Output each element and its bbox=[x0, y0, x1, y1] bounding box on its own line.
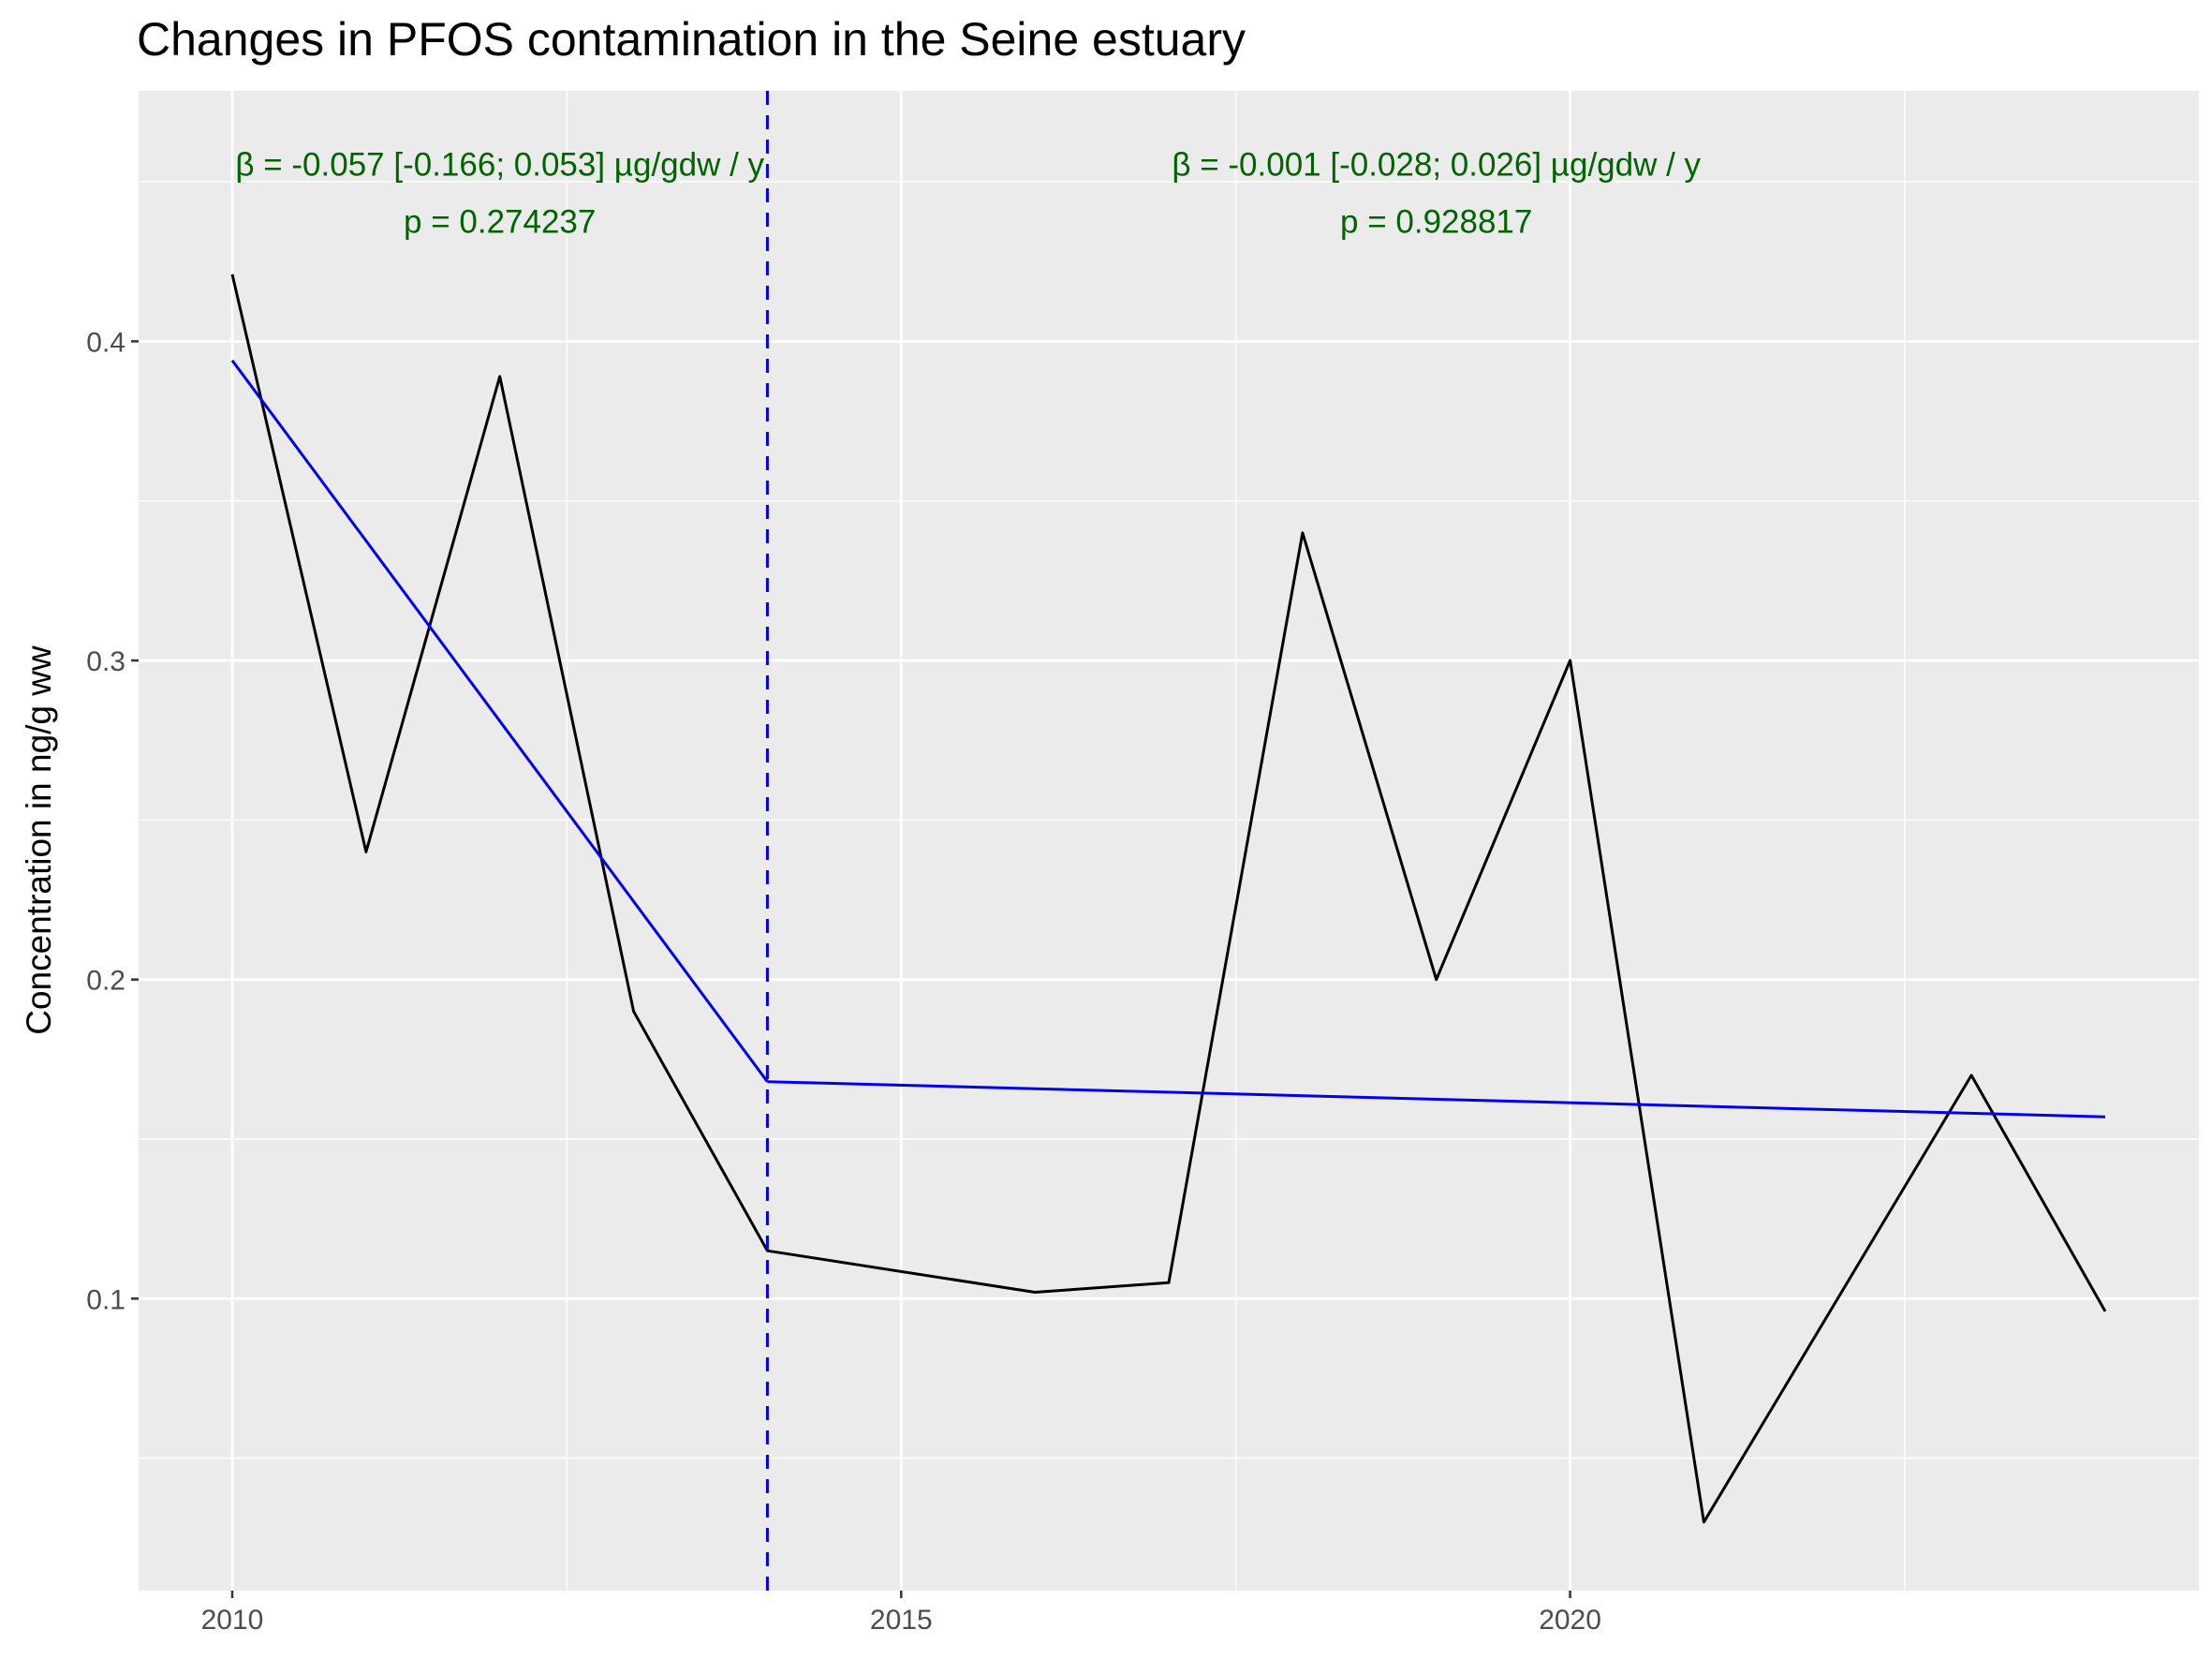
x-tick-label: 2010 bbox=[201, 1605, 264, 1636]
annotation-text: β = -0.057 [-0.166; 0.053] µg/gdw / y bbox=[235, 146, 764, 183]
concentration-line bbox=[230, 274, 2107, 1524]
trend-line-1 bbox=[230, 359, 769, 1083]
chart-title: Changes in PFOS contamination in the Sei… bbox=[137, 13, 1246, 66]
y-tick-label: 0.2 bbox=[86, 966, 125, 997]
plot-panel bbox=[139, 91, 2199, 1591]
annotations: β = -0.057 [-0.166; 0.053] µg/gdw / y p =… bbox=[235, 146, 1701, 240]
y-tick-label: 0.3 bbox=[86, 646, 125, 677]
major-gridlines bbox=[139, 91, 2199, 1591]
annotation-text: β = -0.001 [-0.028; 0.026] µg/gdw / y bbox=[1172, 146, 1701, 183]
annotation-text: p = 0.274237 bbox=[404, 204, 596, 241]
y-axis-title: Concentration in ng/g ww bbox=[20, 645, 58, 1035]
y-axis: 0.1 0.2 0.3 0.4 bbox=[86, 327, 139, 1315]
x-axis: 2010 2015 2020 bbox=[201, 1591, 1601, 1636]
annotation-text: p = 0.928817 bbox=[1340, 204, 1532, 241]
y-tick-label: 0.4 bbox=[86, 327, 125, 358]
y-tick-label: 0.1 bbox=[86, 1284, 125, 1315]
trend-line-2 bbox=[767, 1080, 2106, 1118]
x-tick-label: 2015 bbox=[870, 1605, 933, 1636]
x-tick-label: 2020 bbox=[1539, 1605, 1601, 1636]
series-lines bbox=[230, 274, 2107, 1524]
